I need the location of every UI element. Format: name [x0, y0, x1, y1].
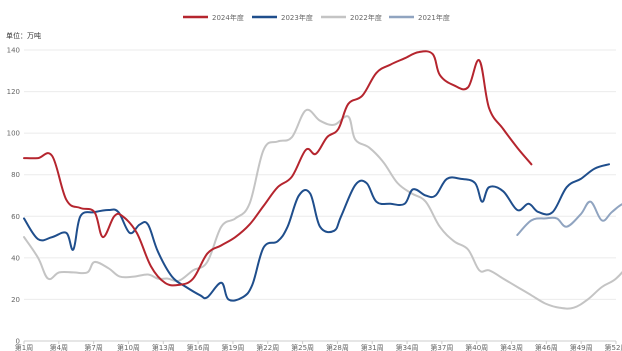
x-tick-label: 第22周	[256, 343, 279, 351]
legend-label: 2023年度	[281, 13, 313, 22]
y-tick-label: 60	[11, 213, 20, 221]
series-line-2023	[23, 163, 610, 302]
grid-lines	[24, 49, 616, 342]
x-tick-label: 第37周	[430, 343, 453, 351]
x-tick-label: 第10周	[117, 343, 140, 351]
x-tick-label: 第1周	[15, 343, 33, 351]
unit-label: 单位：万吨	[6, 31, 41, 40]
x-tick-label: 第34周	[396, 343, 419, 351]
series-line-2024	[23, 50, 533, 287]
x-tick-label: 第46周	[535, 343, 558, 351]
x-tick-label: 第16周	[187, 343, 210, 351]
legend-label: 2022年度	[350, 13, 382, 22]
legend-label: 2024年度	[212, 13, 244, 22]
series-lines	[23, 50, 622, 310]
x-tick-label: 第31周	[361, 343, 384, 351]
chart-legend: 2024年度 2023年度 2022年度 2021年度	[183, 13, 450, 22]
x-tick-label: 第52周	[605, 343, 622, 351]
series-line-2021	[516, 200, 622, 236]
series-line-2022	[23, 108, 622, 310]
y-tick-label: 40	[11, 254, 20, 262]
x-tick-label: 第13周	[152, 343, 175, 351]
y-tick-label: 100	[7, 130, 20, 138]
y-tick-label: 80	[11, 171, 20, 179]
y-tick-label: 20	[11, 296, 20, 304]
x-tick-label: 第49周	[570, 343, 593, 351]
y-tick-label: 120	[7, 88, 20, 96]
legend-label: 2021年度	[418, 13, 450, 22]
x-tick-label: 第43周	[500, 343, 523, 351]
y-axis: 0 20 40 60 80 100 120 140	[7, 47, 20, 346]
y-tick-label: 0	[16, 338, 20, 346]
y-tick-label: 140	[7, 47, 20, 55]
x-tick-label: 第40周	[465, 343, 488, 351]
x-tick-label: 第7周	[84, 343, 102, 351]
x-tick-label: 第28周	[326, 343, 349, 351]
x-tick-label: 第19周	[221, 343, 244, 351]
x-axis: 第1周 第4周 第7周 第10周 第13周 第16周 第19周 第22周 第25周 第28周 第31…	[15, 341, 622, 351]
x-tick-label: 第4周	[50, 343, 68, 351]
x-tick-label: 第25周	[291, 343, 314, 351]
